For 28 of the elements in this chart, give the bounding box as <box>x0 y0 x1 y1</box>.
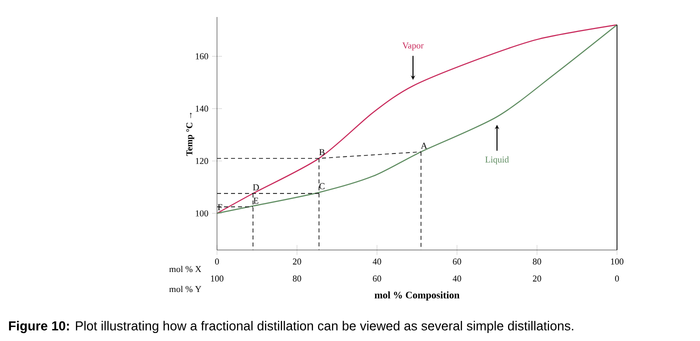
text: mol % X <box>169 266 202 272</box>
x-tick-label: 100 <box>611 258 624 265</box>
y-tick-label: 160 <box>196 53 208 60</box>
annotation: C <box>319 183 324 190</box>
text: Liquid <box>485 156 509 164</box>
x-tick-label: 60 <box>452 258 462 265</box>
text: mol % Y <box>169 286 202 292</box>
x2-tick-label: 100 <box>211 276 224 282</box>
text: Figure 10: Plot illustrating how a fractional distillation can be viewed as several simple distillations. <box>9 320 574 334</box>
annotation: E <box>254 198 258 204</box>
x2-tick-label: 0 <box>615 276 619 282</box>
y-tick-label: 140 <box>196 106 208 112</box>
y-axis-title: Temp °C → <box>186 112 194 156</box>
x-tick-label: 80 <box>532 258 542 265</box>
text: Vapor <box>402 42 424 50</box>
x2-tick-label: 40 <box>452 276 462 282</box>
y-tick-label: 120 <box>196 158 208 164</box>
annotation: B <box>319 149 325 156</box>
x-tick-label: 20 <box>292 258 302 265</box>
annotation: A <box>420 142 428 149</box>
x-tick-label: 40 <box>372 258 382 265</box>
x2-tick-label: 80 <box>292 276 302 282</box>
x2-tick-label: 20 <box>532 276 542 282</box>
x2-tick-label: 60 <box>372 276 382 282</box>
x-tick-label: 0 <box>215 258 219 265</box>
annotation: D <box>253 184 259 190</box>
y-tick-label: 100 <box>196 210 208 216</box>
x-axis-title: mol % Composition <box>374 291 460 300</box>
